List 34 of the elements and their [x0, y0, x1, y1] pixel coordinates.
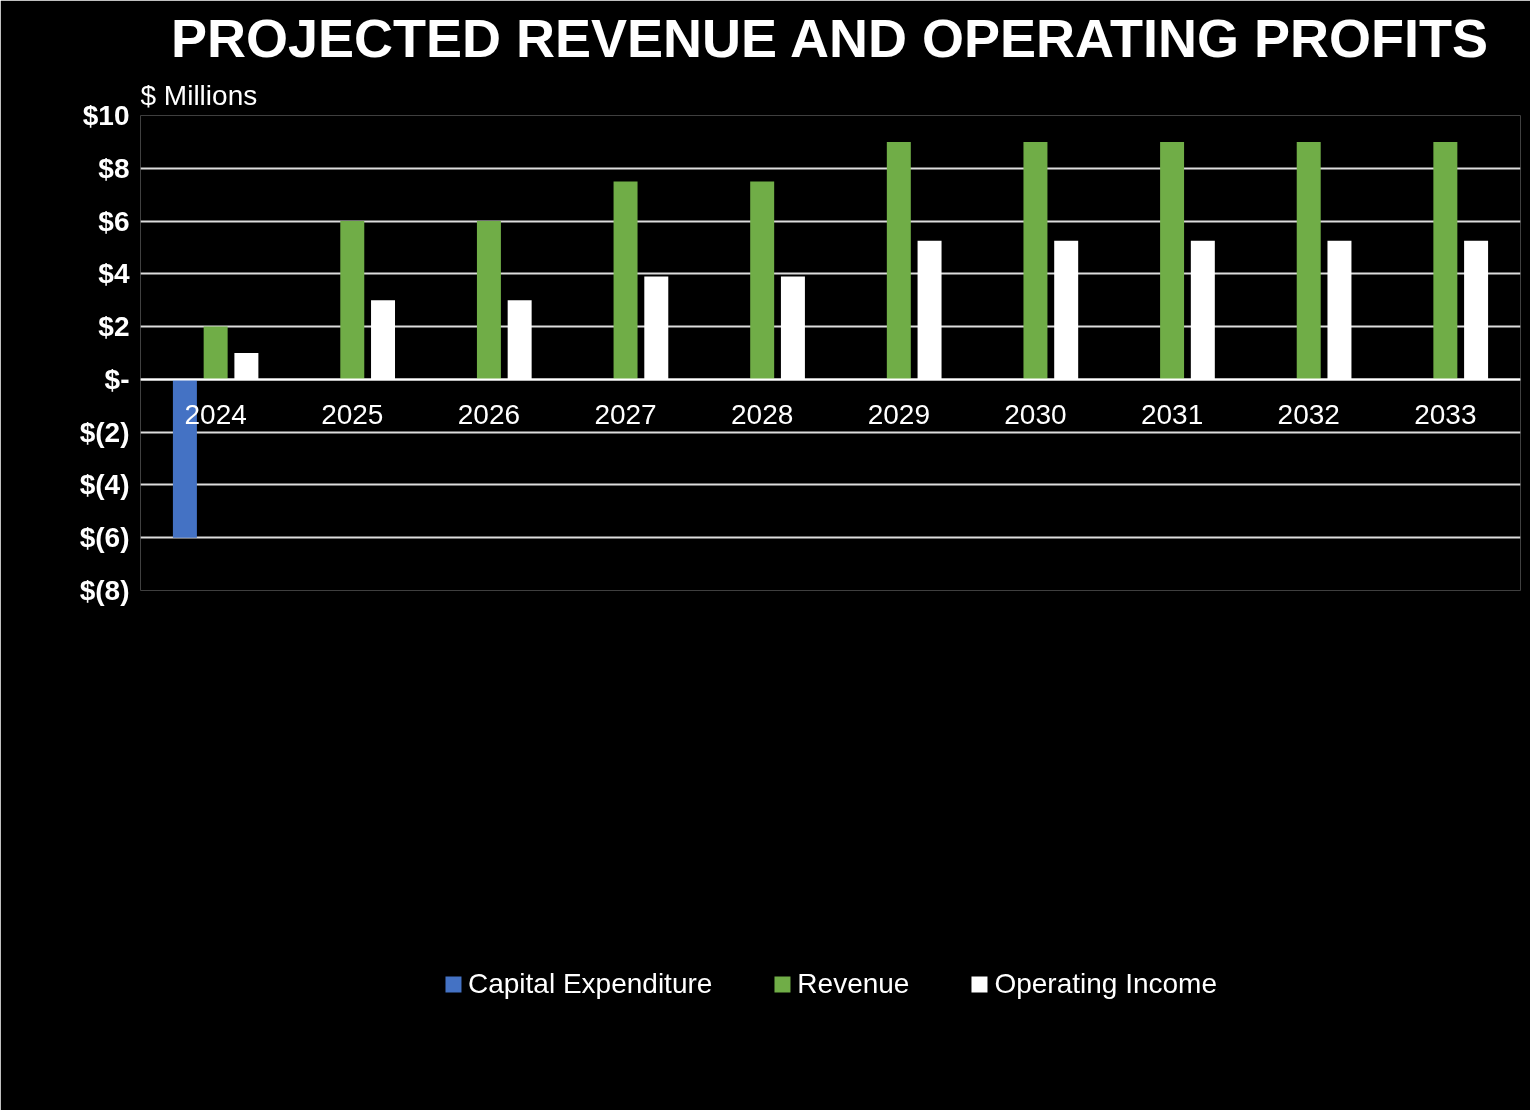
y-tick-label: $10 — [82, 100, 130, 131]
y-tick-label: $(8) — [79, 575, 130, 606]
bar — [750, 181, 775, 380]
x-tick-label: 2025 — [321, 399, 384, 431]
bar — [1296, 141, 1321, 380]
y-tick-label: $6 — [98, 205, 130, 237]
bar — [613, 181, 638, 380]
bar — [1160, 141, 1185, 380]
y-tick-label: $4 — [98, 258, 130, 290]
x-tick-label: 2033 — [1414, 399, 1477, 431]
y-tick-label: $(4) — [79, 469, 130, 501]
x-tick-label: 2027 — [594, 399, 657, 431]
y-tick-label: $8 — [98, 152, 130, 184]
bar — [1023, 141, 1048, 380]
x-tick-label: 2028 — [731, 399, 794, 431]
bar — [886, 141, 911, 380]
y-tick-label: $2 — [98, 311, 130, 343]
y-tick-label: $(2) — [79, 416, 130, 448]
bar — [203, 326, 228, 380]
bar — [476, 221, 501, 380]
x-tick-label: 2032 — [1277, 399, 1340, 431]
y-tick-label: $- — [104, 363, 130, 395]
chart-title: PROJECTED REVENUE AND OPERATING PROFITS — [170, 7, 1489, 68]
legend-label: Revenue — [797, 968, 910, 1000]
legend-label: Operating Income — [994, 968, 1218, 1000]
x-tick-label: 2029 — [867, 399, 930, 431]
y-tick-label: $(6) — [79, 522, 130, 554]
x-tick-label: 2030 — [1004, 399, 1067, 431]
bar — [340, 221, 365, 380]
bar — [1433, 141, 1458, 380]
x-tick-label: 2031 — [1140, 399, 1204, 431]
y-axis-title: $ Millions — [140, 79, 258, 111]
legend-label: Capital Expenditure — [467, 968, 713, 1000]
x-tick-label: 2026 — [457, 399, 521, 431]
